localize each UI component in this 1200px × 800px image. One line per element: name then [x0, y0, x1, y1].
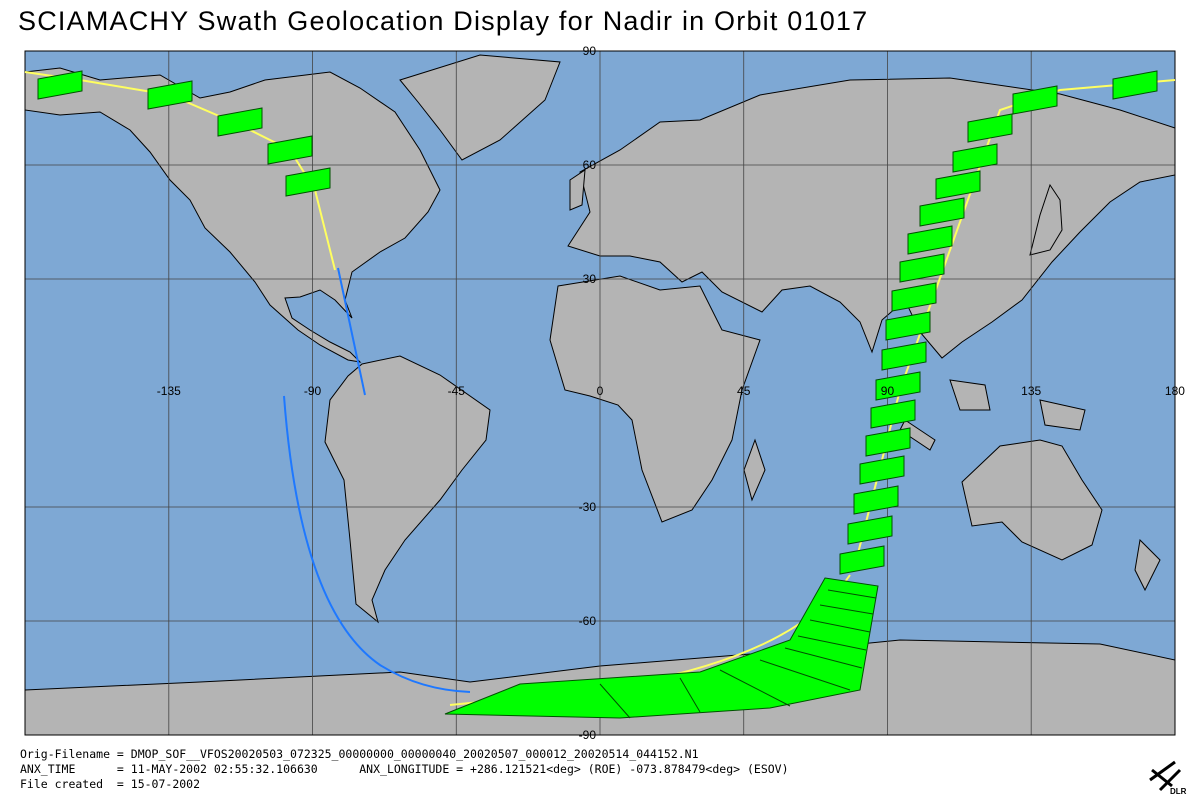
lon-label: 0	[597, 384, 604, 398]
footer-line: File created = 15-07-2002	[20, 777, 200, 791]
swath-footprint	[859, 455, 905, 485]
lat-label: -90	[579, 728, 597, 742]
swath-footprint	[907, 225, 953, 255]
swath-footprint	[37, 70, 83, 100]
lon-label: -135	[157, 384, 181, 398]
swath-footprint	[285, 167, 331, 197]
logo-text: DLR	[1170, 787, 1187, 796]
swath-footprint	[881, 341, 927, 371]
swath-footprint	[853, 485, 899, 515]
swath-footprint	[839, 545, 885, 575]
swath-footprint	[1012, 85, 1058, 115]
frame	[24, 50, 1176, 736]
lat-label: 90	[583, 44, 597, 58]
swath-footprint	[899, 253, 945, 283]
grid-labels: 90 60 30 -30 -60 -90 -135 -90 -45 0 45 90 135 180	[157, 44, 1185, 742]
swath-footprint	[919, 197, 965, 227]
swath-footprint	[935, 170, 981, 200]
swath-footprint	[1112, 70, 1158, 100]
lat-label: 60	[583, 158, 597, 172]
swath-footprint	[217, 107, 263, 137]
footer-line: Orig-Filename = DMOP_SOF__VFOS20020503_0…	[20, 747, 699, 761]
swath-footprint	[147, 80, 193, 110]
swath-footprint	[885, 311, 931, 341]
footer-line: ANX_TIME = 11-MAY-2002 02:55:32.106630 A…	[20, 762, 789, 776]
swath-footprint	[891, 282, 937, 312]
lon-label: 135	[1021, 384, 1041, 398]
lon-label: 90	[881, 384, 895, 398]
swath-footprint	[967, 113, 1013, 143]
swath-footprint	[870, 399, 916, 429]
lat-label: -30	[579, 500, 597, 514]
lon-label: 180	[1165, 384, 1185, 398]
swath	[24, 70, 1176, 719]
swath-footprint	[952, 143, 998, 173]
swath-footprint	[875, 371, 921, 401]
lat-label: -60	[579, 614, 597, 628]
title: SCIAMACHY Swath Geolocation Display for …	[18, 6, 868, 36]
swath-footprint	[847, 515, 893, 545]
swath-footprint	[865, 427, 911, 457]
lon-label: -90	[304, 384, 322, 398]
lat-label: 30	[583, 272, 597, 286]
logo-mark	[1149, 760, 1182, 792]
lon-label: 45	[737, 384, 751, 398]
swath-footprint	[267, 135, 313, 165]
lon-label: -45	[448, 384, 466, 398]
